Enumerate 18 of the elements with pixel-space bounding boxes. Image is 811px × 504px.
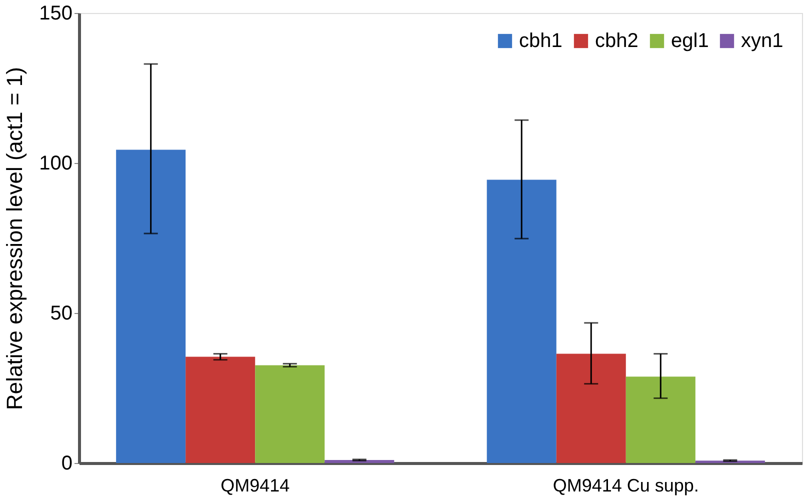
legend-label: cbh2 [595,30,638,52]
bar [324,460,394,463]
bar [255,365,325,463]
legend-label: xyn1 [741,30,784,52]
y-tick-label: 0 [61,452,72,474]
bar [556,354,626,463]
x-tick-label: QM9414 [220,476,290,496]
x-tick-label: QM9414 Cu supp. [552,476,699,496]
bar [626,376,696,463]
bar [116,150,186,463]
y-tick-label: 100 [39,152,72,174]
y-axis-title: Relative expression level (act1 = 1) [2,67,28,410]
bar [186,356,256,463]
y-tick-label: 50 [50,302,72,324]
y-tick-label: 150 [39,2,72,24]
legend-label: egl1 [671,30,709,52]
bar [486,180,556,463]
legend-label: cbh1 [519,30,562,52]
